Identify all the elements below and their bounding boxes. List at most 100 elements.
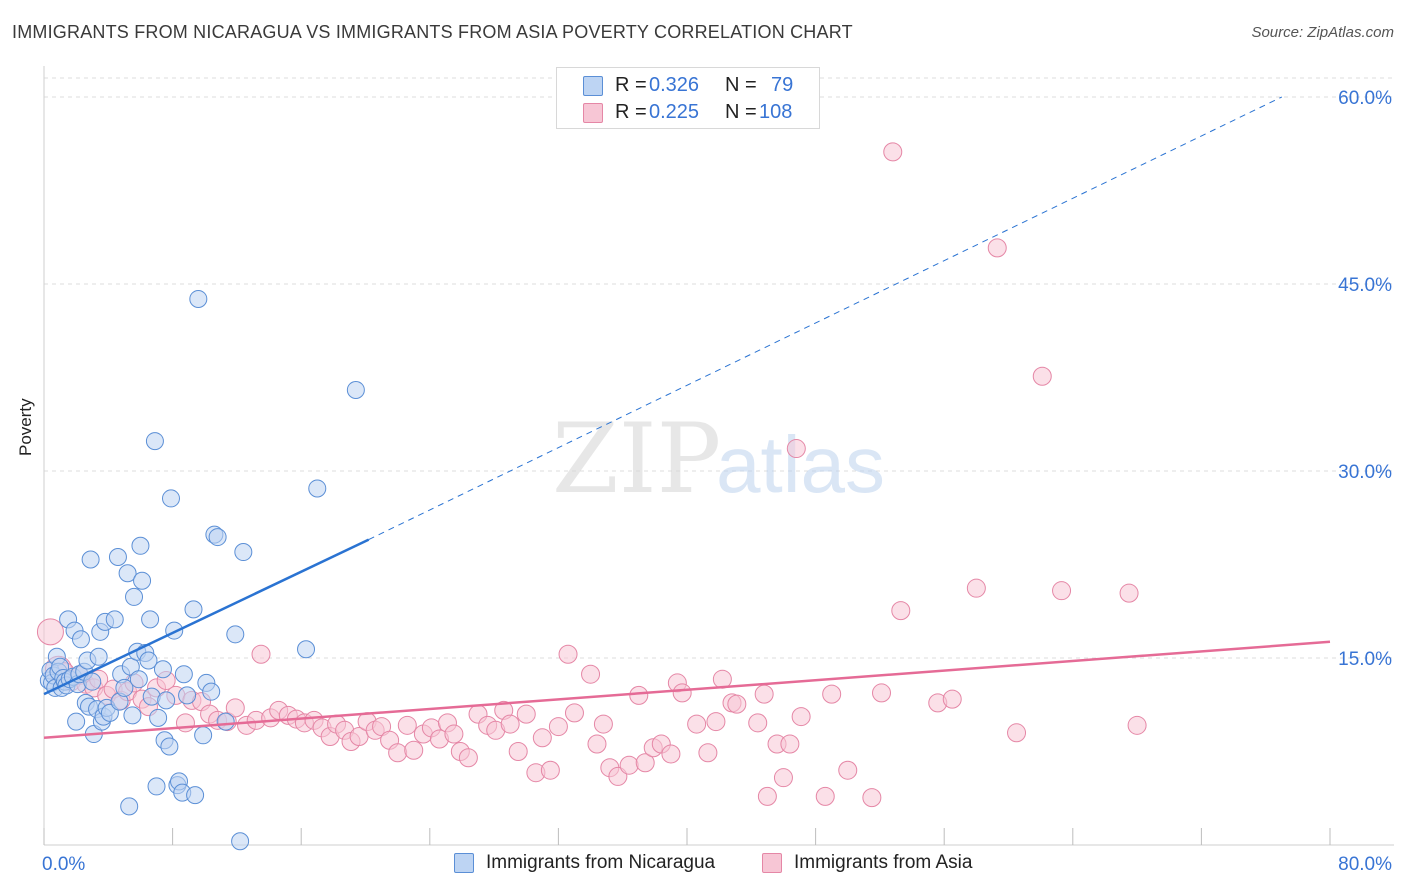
asia-point — [397, 715, 417, 735]
nicaragua-point — [67, 712, 86, 731]
nicaragua-point — [120, 797, 139, 816]
asia-point — [815, 786, 835, 806]
asia-point — [1052, 581, 1072, 601]
asia-point — [540, 760, 560, 780]
asia-point — [687, 714, 707, 734]
nicaragua-point — [131, 536, 150, 555]
asia-point — [548, 717, 568, 737]
y-tick-label: 15.0% — [1338, 649, 1392, 670]
asia-point — [698, 743, 718, 763]
legend-n-value: 79 — [771, 74, 794, 96]
asia-point — [619, 755, 639, 775]
nicaragua-point — [178, 686, 197, 705]
y-axis-title: Poverty — [16, 398, 35, 456]
nicaragua-point — [231, 832, 250, 851]
tick-labels: 15.0% 30.0% 45.0% 60.0% 0.0% 80.0% — [42, 88, 1392, 875]
asia-point — [635, 753, 655, 773]
nicaragua-point — [297, 640, 316, 659]
asia-point — [444, 724, 464, 744]
nicaragua-point — [153, 660, 172, 679]
nicaragua-point — [145, 432, 164, 451]
asia-point — [791, 707, 811, 727]
axes — [43, 66, 1394, 846]
nicaragua-point — [139, 651, 158, 670]
asia-point — [251, 644, 271, 664]
asia-point — [175, 713, 195, 733]
watermark-atlas: atlas — [716, 420, 885, 509]
legend-n-value: 108 — [759, 101, 793, 123]
nicaragua-point — [234, 543, 253, 562]
nicaragua-trend-extension — [368, 96, 1282, 541]
nicaragua-point — [89, 647, 108, 666]
asia-point — [1032, 366, 1052, 386]
nicaragua-point — [129, 670, 148, 689]
nicaragua-point — [202, 682, 221, 701]
legend-r-label: R = — [615, 74, 647, 96]
nicaragua-point — [216, 712, 235, 731]
bottom-legend-label: Immigrants from Asia — [794, 852, 973, 873]
asia-point — [872, 683, 892, 703]
bottom-legend-swatch-nicaragua — [454, 853, 474, 873]
asia-point — [891, 601, 911, 621]
y-tick-label: 45.0% — [1338, 275, 1392, 296]
nicaragua-point — [194, 726, 213, 745]
asia-point — [587, 734, 607, 754]
asia-point — [225, 698, 245, 718]
asia-point — [608, 766, 628, 786]
watermark: ZIP atlas — [552, 403, 885, 515]
asia-point — [773, 768, 793, 788]
nicaragua-point — [71, 630, 90, 649]
asia-point — [780, 734, 800, 754]
legend-n-label: N = — [725, 74, 757, 96]
asia-point — [629, 685, 649, 705]
asia-point — [754, 684, 774, 704]
nicaragua-trend-line — [43, 538, 370, 696]
asia-point — [1127, 715, 1147, 735]
asia-point — [822, 684, 842, 704]
nicaragua-point — [160, 737, 179, 756]
nicaragua-point — [108, 548, 127, 567]
asia-point — [500, 714, 520, 734]
asia-point — [36, 618, 64, 646]
asia-point — [748, 713, 768, 733]
nicaragua-point — [161, 489, 180, 508]
asia-point — [508, 742, 528, 761]
chart-title: IMMIGRANTS FROM NICARAGUA VS IMMIGRANTS … — [12, 22, 853, 42]
x-tick-label: 80.0% — [1338, 854, 1392, 875]
nicaragua-point — [141, 610, 160, 629]
trend-dashed — [368, 96, 1282, 541]
asia-point — [661, 744, 681, 764]
x-tick-label: 0.0% — [42, 854, 85, 875]
nicaragua-point — [184, 600, 203, 619]
nicaragua-point — [149, 708, 168, 727]
asia-point — [516, 704, 536, 724]
asia-trend-line — [43, 640, 1331, 740]
asia-point — [942, 689, 962, 709]
y-tick-label: 30.0% — [1338, 462, 1392, 483]
asia-point — [757, 786, 777, 806]
nicaragua-point — [115, 678, 134, 697]
asia-point — [564, 703, 584, 723]
nicaragua-point — [226, 625, 245, 644]
asia-point — [458, 748, 478, 768]
nicaragua-point — [118, 564, 137, 583]
nicaragua-point — [123, 706, 142, 725]
asia-points — [36, 142, 1147, 808]
legend-r-value: 0.225 — [649, 101, 700, 123]
asia-point — [404, 740, 424, 760]
source-label: Source: ZipAtlas.com — [1251, 24, 1394, 41]
asia-point — [558, 644, 578, 664]
nicaragua-point — [83, 672, 102, 691]
asia-point — [706, 712, 726, 732]
asia-point — [532, 728, 552, 748]
legend-n-label: N = — [725, 101, 757, 123]
asia-point — [883, 142, 903, 162]
asia-point — [987, 238, 1007, 258]
bottom-legend-label: Immigrants from Nicaragua — [486, 852, 716, 873]
legend-swatch-asia — [583, 103, 603, 123]
nicaragua-point — [208, 528, 227, 547]
nicaragua-points — [39, 289, 365, 851]
gridlines — [44, 77, 1394, 659]
nicaragua-point — [81, 550, 100, 569]
